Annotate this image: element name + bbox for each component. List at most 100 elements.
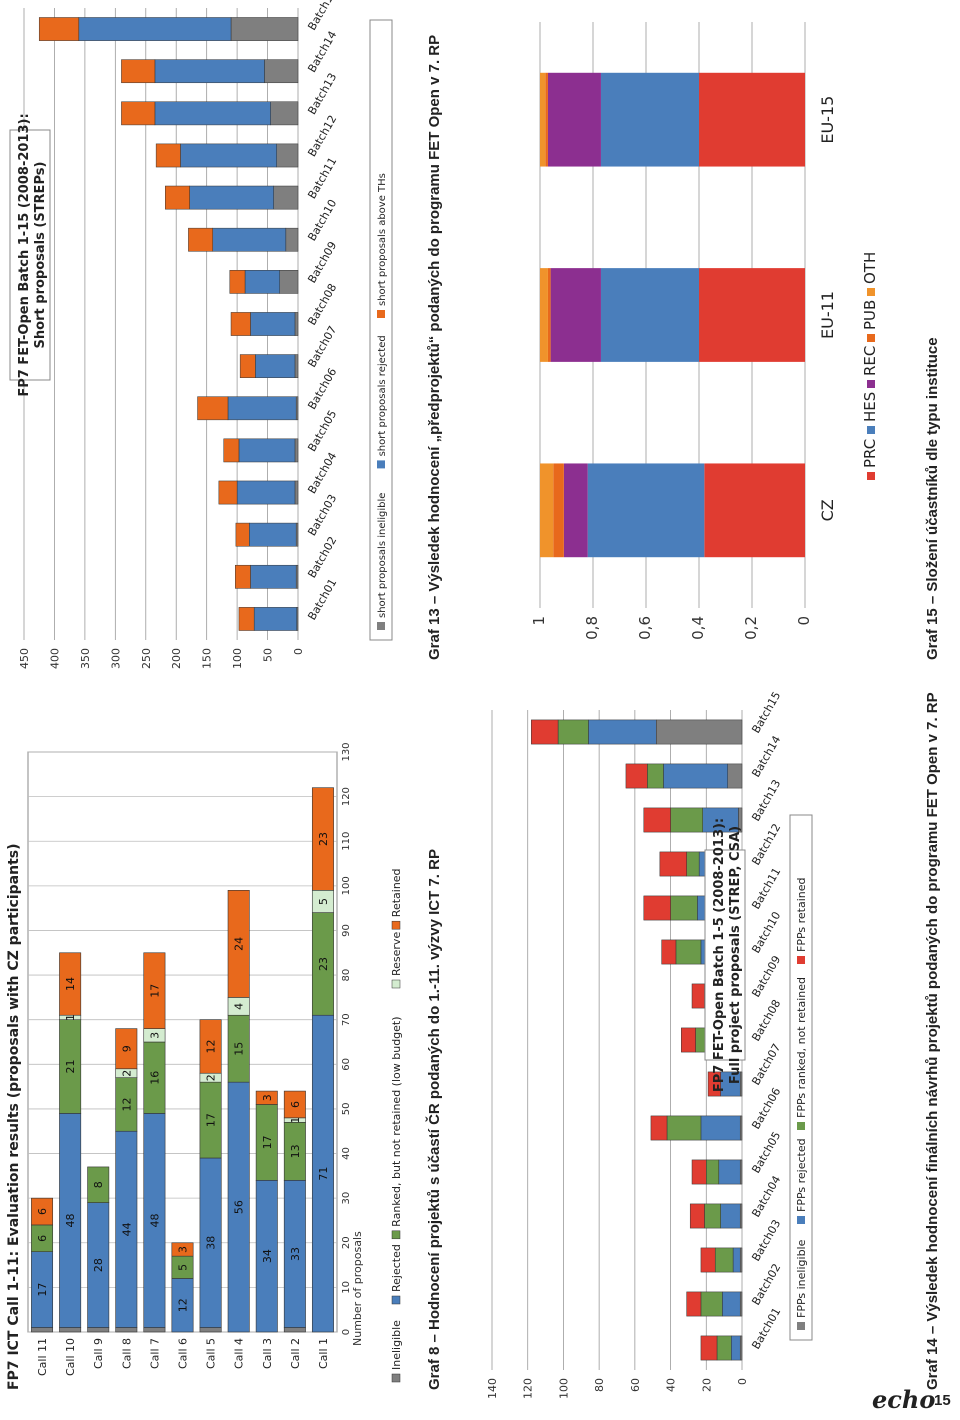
category-label: Call 3: [261, 1338, 274, 1369]
data-label: 48: [148, 1213, 161, 1227]
y-tick-label: 100: [557, 1378, 570, 1399]
x-tick-label: 0: [341, 1329, 352, 1335]
legend-label: short proposals ineligible: [377, 493, 388, 618]
bar-segment: [279, 270, 299, 294]
bar-segment: [700, 1291, 723, 1317]
legend-label: FPPs ineligible: [795, 1239, 808, 1318]
bar-segment: [250, 312, 296, 336]
bar-segment: [295, 564, 299, 589]
data-label: 13: [289, 1144, 302, 1158]
data-label: 6: [289, 1101, 302, 1108]
category-label: Batch15: [749, 689, 783, 735]
bar-segment: [253, 607, 298, 631]
legend-swatch: [867, 334, 875, 342]
bar-segment: [666, 1115, 702, 1141]
bar-segment: [285, 227, 299, 252]
data-label: 38: [205, 1236, 218, 1250]
y-tick-label: 200: [170, 648, 183, 669]
legend-label: short proposals rejected: [377, 335, 388, 456]
legend-label: PRC: [861, 439, 879, 468]
category-label: Batch01: [305, 576, 339, 622]
bar-segment: [121, 59, 156, 84]
legend-swatch: [797, 956, 805, 964]
category-label: Batch02: [749, 1261, 783, 1307]
legend-swatch: [391, 1230, 401, 1240]
y-tick-label: 60: [629, 1378, 642, 1392]
bar-segment: [87, 1327, 110, 1333]
bar-segment: [659, 851, 687, 877]
title-box: [704, 849, 746, 1061]
data-label: 34: [261, 1249, 274, 1263]
data-label: 16: [148, 1071, 161, 1085]
y-tick-label: 100: [231, 648, 244, 669]
data-label: 44: [120, 1222, 133, 1236]
category-label: Batch02: [305, 534, 339, 580]
bar-segment: [714, 1247, 734, 1273]
bar-segment: [218, 480, 238, 505]
bar-segment: [547, 268, 551, 362]
category-label: Batch13: [749, 777, 783, 823]
data-label: 2: [120, 1070, 133, 1077]
bar-segment: [699, 268, 805, 362]
category-label: Batch12: [749, 821, 783, 867]
legend-swatch: [797, 1122, 805, 1130]
bar-segment: [700, 1335, 718, 1361]
bar-segment: [650, 1115, 668, 1141]
chart-g8: FP7 ICT Call 1-11: Evaluation results (p…: [6, 742, 403, 1391]
bar-segment: [276, 143, 299, 168]
y-tick-label: 0,4: [689, 616, 707, 640]
category-label: Call 5: [205, 1338, 218, 1369]
legend-label: short proposals above THs: [377, 173, 388, 306]
legend-swatch: [867, 472, 875, 480]
data-label: 2: [205, 1074, 218, 1081]
category-label: Call 2: [289, 1338, 302, 1369]
category-label: Call 1: [317, 1338, 330, 1369]
bar-segment: [643, 807, 671, 833]
bar-segment: [244, 270, 280, 294]
bar-segment: [143, 1327, 166, 1333]
category-label: EU-11: [818, 291, 837, 339]
bar-segment: [236, 480, 296, 505]
title-box: [9, 129, 51, 381]
page-number: 15: [934, 1392, 951, 1409]
category-label: Call 7: [148, 1338, 161, 1369]
legend-swatch: [797, 1322, 805, 1330]
y-tick-label: 0,2: [742, 616, 760, 640]
bar-segment: [563, 463, 588, 558]
echo-logo: echo: [872, 1385, 936, 1414]
chart-title: Full project proposals (STREP, CSA): [728, 826, 743, 1084]
legend-swatch: [391, 1295, 401, 1305]
data-label: 4: [233, 1003, 246, 1010]
bar-segment: [283, 1090, 306, 1119]
data-label: 3: [177, 1246, 190, 1253]
category-label: Batch03: [305, 492, 339, 538]
data-label: 23: [317, 957, 330, 971]
bar-segment: [31, 1327, 54, 1333]
category-label: Batch04: [749, 1173, 783, 1219]
bar-segment: [670, 807, 703, 833]
data-label: 15: [233, 1042, 246, 1056]
bar-segment: [625, 763, 648, 789]
data-label: 17: [148, 984, 161, 998]
bar-segment: [154, 101, 271, 126]
bar-segment: [553, 463, 564, 558]
y-tick-label: 0: [292, 648, 305, 655]
bar-segment: [230, 312, 251, 336]
bar-segment: [587, 463, 705, 558]
y-tick-label: 400: [48, 648, 61, 669]
bar-segment: [143, 952, 166, 1029]
bar-segment: [663, 763, 728, 789]
bar-segment: [180, 143, 277, 168]
legend-swatch: [391, 920, 401, 930]
bar-segment: [235, 564, 251, 589]
legend-label: FPPs retained: [795, 877, 808, 952]
x-tick-label: 60: [341, 1058, 352, 1071]
bar-segment: [699, 72, 805, 167]
data-label: 1: [64, 1014, 77, 1021]
chart-title: FP7 FET-Open Batch 1-15 (2008-2013):: [17, 113, 32, 396]
bar-segment: [531, 719, 559, 745]
data-label: 5: [317, 898, 330, 905]
legend-swatch: [867, 380, 875, 388]
chart-title: FP7 ICT Call 1-11: Evaluation results (p…: [6, 844, 22, 1391]
